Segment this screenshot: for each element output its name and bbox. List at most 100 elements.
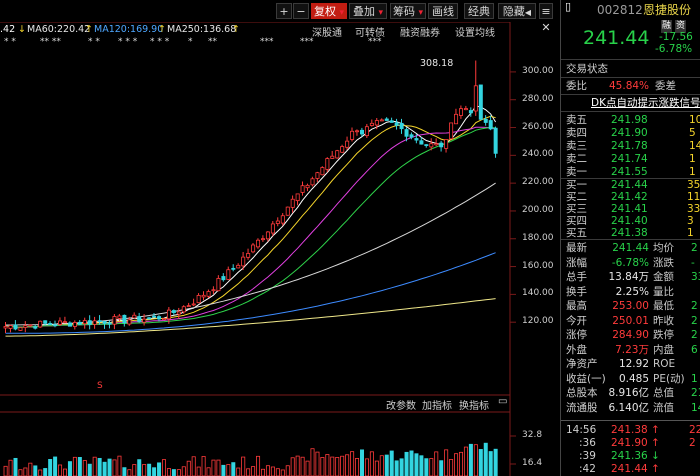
- candle[interactable]: [315, 171, 320, 183]
- candle[interactable]: [320, 166, 325, 176]
- diejia-button[interactable]: 叠加 ▾: [349, 3, 387, 19]
- rongzi-link[interactable]: 融资融券: [400, 28, 440, 39]
- candle[interactable]: [191, 298, 196, 307]
- candle[interactable]: [43, 320, 48, 326]
- candle[interactable]: [310, 176, 315, 187]
- dk-banner[interactable]: DK点自动提示涨跌信号: [561, 97, 700, 110]
- candle[interactable]: [251, 243, 256, 254]
- candle[interactable]: [58, 317, 63, 326]
- candle[interactable]: [63, 316, 68, 324]
- candle[interactable]: [290, 195, 295, 213]
- candle[interactable]: [389, 117, 394, 123]
- candle[interactable]: [117, 313, 122, 321]
- candle[interactable]: [122, 314, 127, 327]
- candle[interactable]: [132, 312, 137, 319]
- candle[interactable]: [107, 320, 112, 329]
- yincang-button[interactable]: 隐藏◀: [498, 3, 536, 19]
- candle[interactable]: [246, 248, 251, 260]
- candle[interactable]: [13, 320, 18, 331]
- candle[interactable]: [18, 327, 23, 331]
- candle[interactable]: [171, 309, 176, 315]
- candle[interactable]: [399, 118, 404, 134]
- candle[interactable]: [478, 84, 483, 121]
- candle[interactable]: [152, 312, 157, 318]
- kezhuanzhai-link[interactable]: 可转债: [355, 28, 385, 39]
- candle[interactable]: [181, 305, 186, 314]
- candle[interactable]: [226, 266, 231, 281]
- shengen-link[interactable]: 深股通: [312, 28, 342, 39]
- chouma-button[interactable]: 筹码 ▾: [390, 3, 426, 19]
- candle[interactable]: [493, 126, 498, 158]
- candle[interactable]: [112, 314, 117, 330]
- candle[interactable]: [325, 157, 330, 173]
- candle[interactable]: [340, 144, 345, 153]
- zoom-out-button[interactable]: −: [293, 3, 309, 19]
- candle[interactable]: [295, 193, 300, 206]
- candle[interactable]: [364, 123, 369, 138]
- candle[interactable]: [424, 144, 429, 148]
- close-icon[interactable]: ✕: [541, 21, 551, 34]
- candle[interactable]: [127, 316, 132, 326]
- candle[interactable]: [231, 264, 236, 272]
- candle[interactable]: [241, 251, 246, 271]
- fuquan-button[interactable]: 复权 ▾: [311, 3, 347, 19]
- dk-banner-text[interactable]: DK点自动提示涨跌信号: [591, 97, 700, 109]
- candle[interactable]: [409, 132, 414, 140]
- candle[interactable]: [444, 139, 449, 153]
- candle[interactable]: [434, 138, 439, 147]
- candle[interactable]: [439, 140, 444, 152]
- candle[interactable]: [300, 181, 305, 196]
- candle[interactable]: [3, 322, 8, 333]
- candle[interactable]: [265, 231, 270, 242]
- candle[interactable]: [394, 118, 399, 130]
- candle[interactable]: [449, 122, 454, 140]
- candle[interactable]: [206, 289, 211, 299]
- candle[interactable]: [379, 118, 384, 122]
- candle[interactable]: [345, 136, 350, 150]
- candle[interactable]: [350, 127, 355, 142]
- candle[interactable]: [488, 115, 493, 131]
- candle[interactable]: [414, 134, 419, 144]
- candle[interactable]: [137, 312, 142, 323]
- candle[interactable]: [211, 286, 216, 295]
- candle[interactable]: [102, 320, 107, 329]
- huanzhibiao-link[interactable]: 换指标: [459, 401, 489, 412]
- candle[interactable]: [429, 138, 434, 151]
- candle[interactable]: [270, 221, 275, 237]
- candle[interactable]: [404, 127, 409, 142]
- candle[interactable]: [23, 321, 28, 333]
- candle[interactable]: [419, 137, 424, 145]
- candle[interactable]: [236, 263, 241, 269]
- candle[interactable]: [77, 319, 82, 326]
- candle[interactable]: [355, 129, 360, 136]
- candle[interactable]: [454, 108, 459, 125]
- jingdian-button[interactable]: 经典: [464, 3, 494, 19]
- shezhi-junxian-link[interactable]: 设置均线: [455, 28, 495, 39]
- candle[interactable]: [82, 317, 87, 329]
- candle[interactable]: [335, 149, 340, 159]
- huaxian-button[interactable]: 画线: [428, 3, 458, 19]
- jiazhibiao-link[interactable]: 加指标: [422, 401, 452, 412]
- candle[interactable]: [201, 291, 206, 301]
- candle[interactable]: [384, 117, 389, 121]
- candle[interactable]: [8, 324, 13, 333]
- candle[interactable]: [97, 315, 102, 325]
- candle[interactable]: [157, 315, 162, 322]
- candle[interactable]: [468, 107, 473, 117]
- candle[interactable]: [463, 105, 468, 111]
- candle[interactable]: [142, 314, 147, 326]
- candle[interactable]: [196, 293, 201, 304]
- gaicanshu-link[interactable]: 改参数: [386, 401, 416, 412]
- sub-chart-minus-icon[interactable]: ▭: [498, 396, 508, 407]
- candle[interactable]: [92, 316, 97, 329]
- candle[interactable]: [186, 302, 191, 308]
- candle[interactable]: [221, 273, 226, 282]
- candle[interactable]: [38, 320, 43, 328]
- kline-chart[interactable]: [0, 0, 560, 476]
- candle[interactable]: [280, 213, 285, 226]
- candle[interactable]: [275, 217, 280, 227]
- candle[interactable]: [33, 324, 38, 330]
- candle[interactable]: [161, 318, 166, 321]
- candle[interactable]: [166, 307, 171, 324]
- candle[interactable]: [28, 324, 33, 328]
